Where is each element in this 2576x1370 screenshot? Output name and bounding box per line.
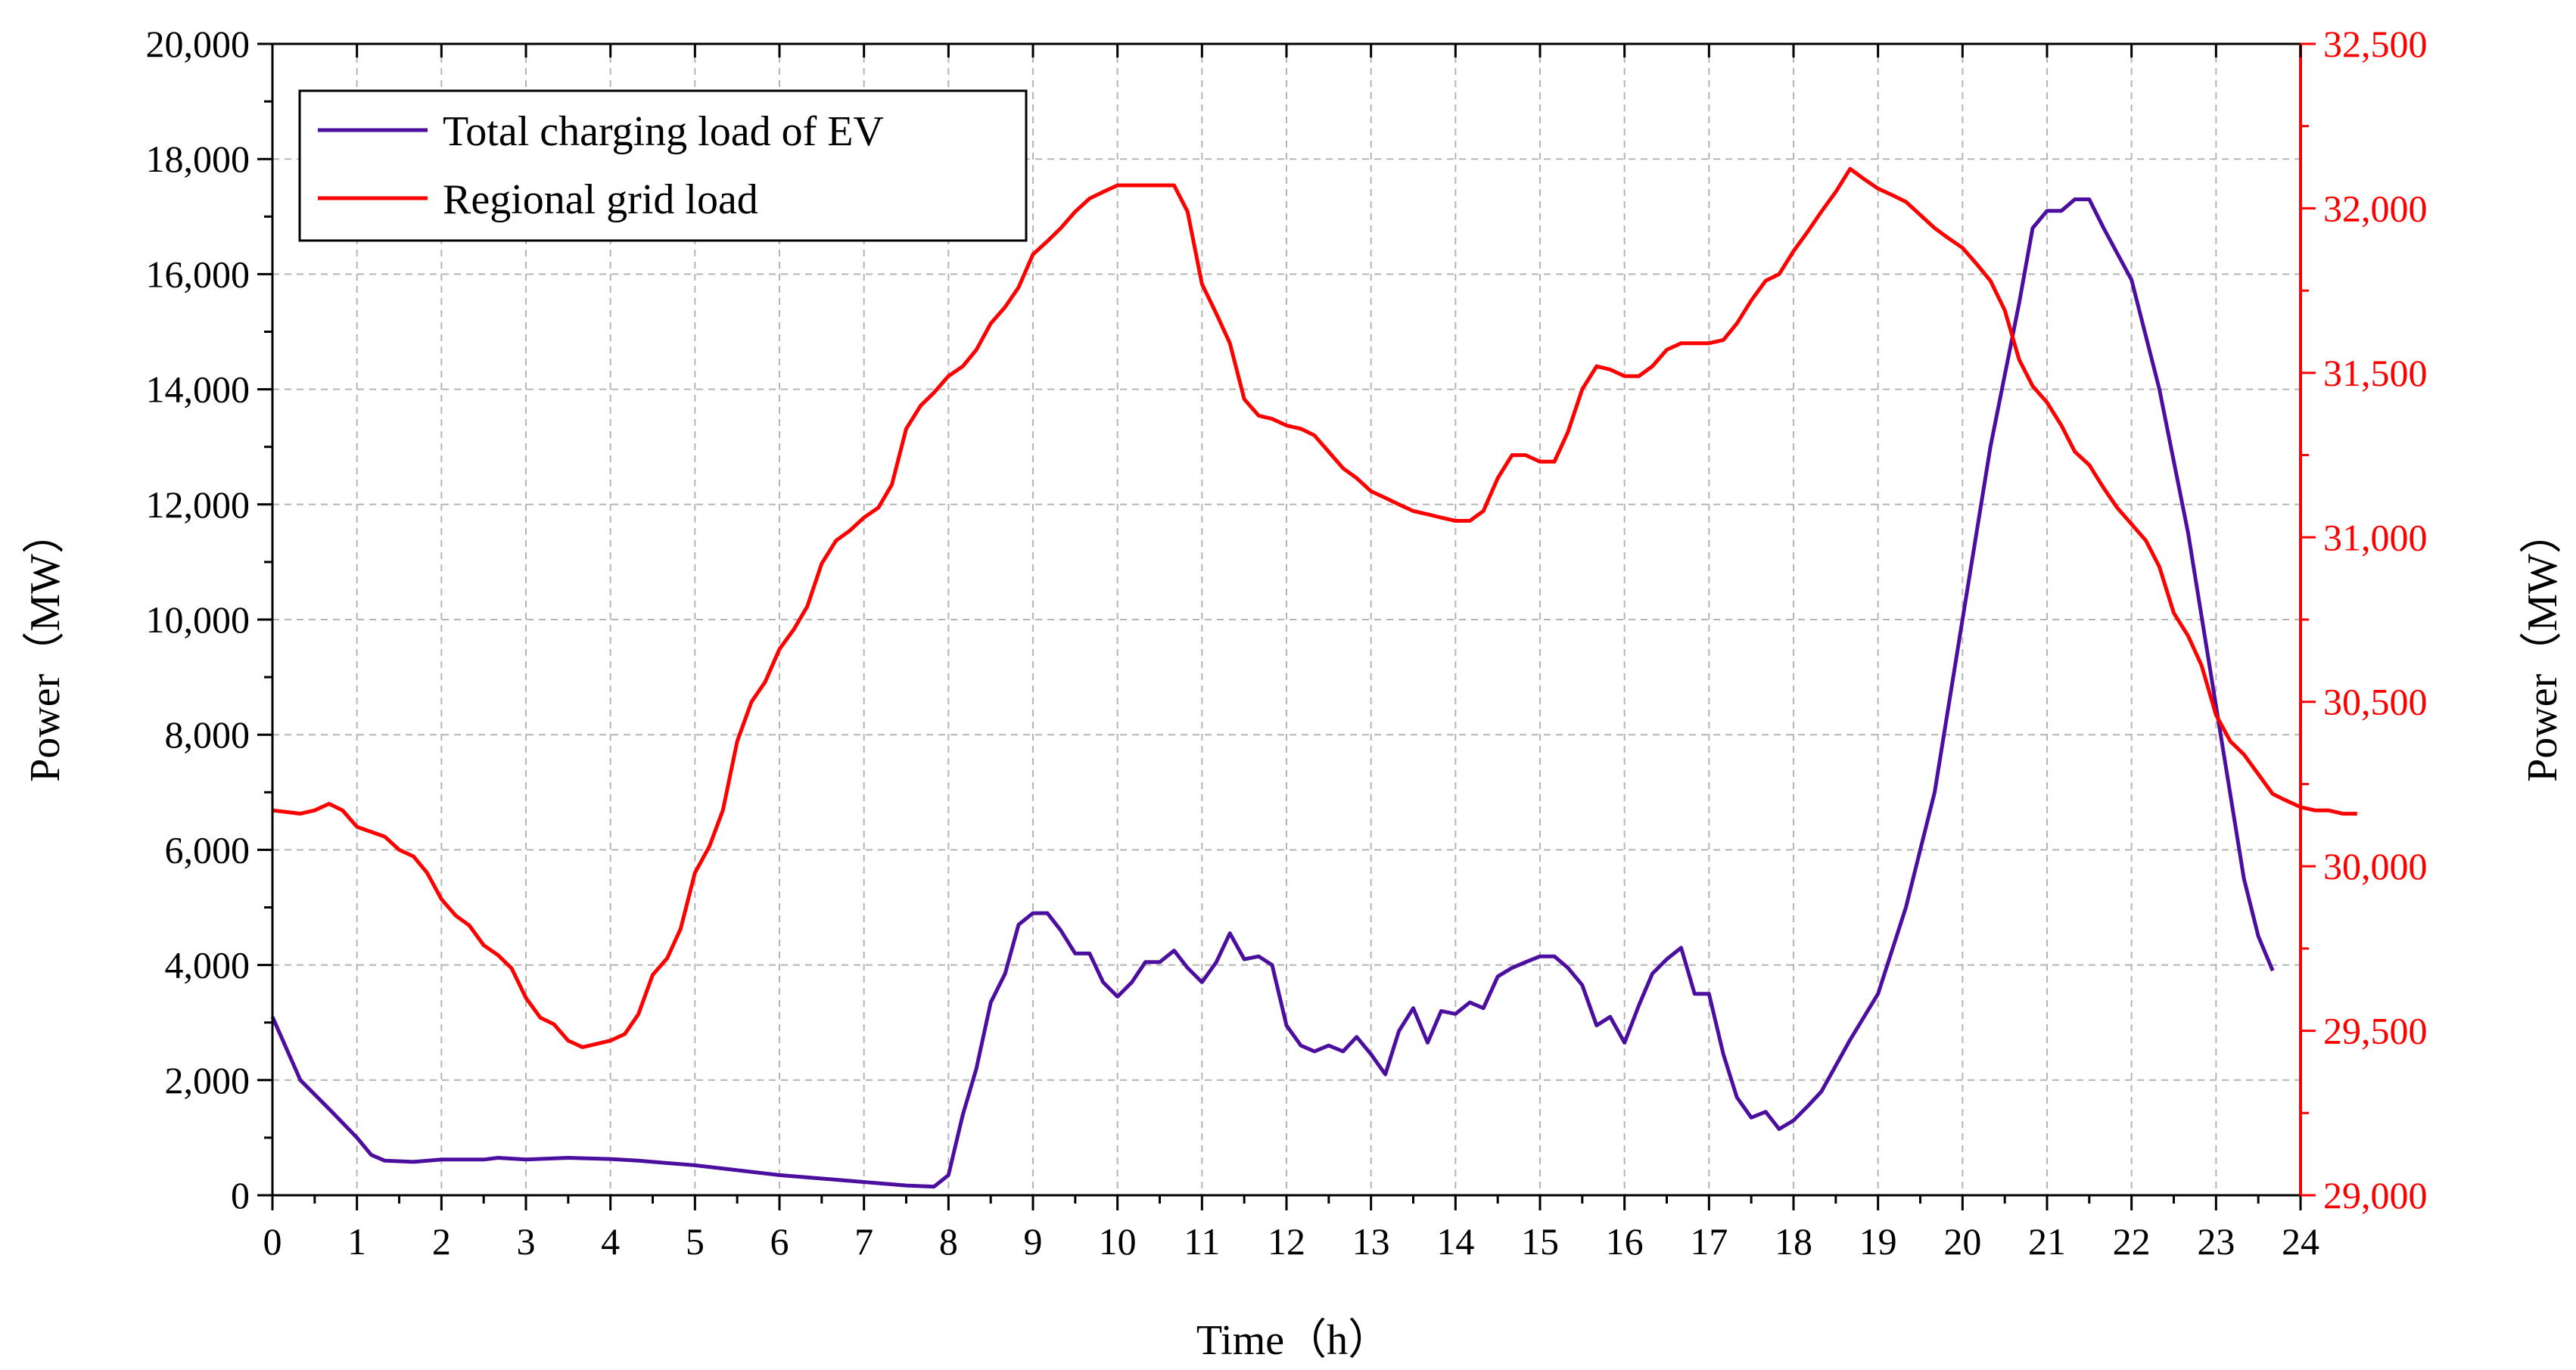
x-tick-label: 4 [601, 1220, 620, 1263]
y-tick-label-left: 10,000 [146, 598, 250, 641]
legend-box [298, 89, 1028, 242]
y-tick-label-right: 29,500 [2323, 1010, 2428, 1052]
x-tick-label: 12 [1268, 1220, 1305, 1263]
legend-label-grid: Regional grid load [443, 176, 758, 223]
x-tick-label: 24 [2282, 1220, 2319, 1263]
x-tick-label: 6 [770, 1220, 789, 1263]
x-tick-label: 3 [517, 1220, 536, 1263]
y-tick-label-right: 30,500 [2323, 681, 2428, 723]
y-tick-label-right: 29,000 [2323, 1174, 2428, 1216]
x-tick-label: 18 [1775, 1220, 1812, 1263]
x-tick-label: 0 [263, 1220, 282, 1263]
y-tick-label-left: 16,000 [146, 253, 250, 295]
series-layer [270, 166, 2357, 1189]
x-tick-label: 23 [2197, 1220, 2235, 1263]
x-tick-label: 20 [1943, 1220, 1981, 1263]
x-tick-label: 21 [2028, 1220, 2066, 1263]
y-axis-title-right: Power（MW） [2519, 511, 2566, 782]
x-tick-label: 9 [1024, 1220, 1043, 1263]
series-line-0 [270, 197, 2275, 1189]
x-tick-label: 14 [1436, 1220, 1474, 1263]
x-tick-label: 5 [686, 1220, 705, 1263]
legend: Total charging load of EV Regional grid … [298, 89, 1028, 242]
y-tick-label-right: 32,500 [2323, 23, 2428, 65]
y-tick-label-right: 30,000 [2323, 845, 2428, 887]
series-line-1 [272, 166, 2357, 1049]
y-tick-label-left: 18,000 [146, 138, 250, 180]
x-axis-title: Time（h） [1196, 1317, 1390, 1364]
y-tick-label-left: 8,000 [165, 713, 250, 756]
x-tick-label: 13 [1352, 1220, 1390, 1263]
y-tick-label-left: 14,000 [146, 368, 250, 411]
y-axis-title-left: Power（MW） [22, 511, 69, 782]
y-tick-label-left: 6,000 [165, 828, 250, 871]
x-tick-label: 22 [2113, 1220, 2151, 1263]
x-tick-label: 7 [854, 1220, 873, 1263]
y-tick-label-right: 32,000 [2323, 187, 2428, 229]
y-tick-label-left: 20,000 [146, 23, 250, 65]
ticks: 0 1 2 3 4 5 6 7 8 9 10 11 12 13 14 15 16 17 18 19 20 21 22 23 24… [146, 23, 2428, 1263]
y-tick-label-right: 31,500 [2323, 352, 2428, 394]
x-tick-label: 10 [1099, 1220, 1137, 1263]
y-tick-label-left: 0 [231, 1174, 250, 1216]
x-tick-label: 11 [1184, 1220, 1220, 1263]
y-tick-label-left: 4,000 [165, 944, 250, 986]
x-tick-label: 17 [1690, 1220, 1728, 1263]
x-tick-label: 15 [1521, 1220, 1559, 1263]
y-tick-label-right: 31,000 [2323, 516, 2428, 558]
x-tick-label: 19 [1859, 1220, 1897, 1263]
x-tick-label: 2 [432, 1220, 451, 1263]
y-tick-label-left: 12,000 [146, 483, 250, 526]
legend-label-ev: Total charging load of EV [443, 108, 884, 155]
x-tick-label: 16 [1606, 1220, 1644, 1263]
x-tick-label: 1 [347, 1220, 366, 1263]
y-tick-label-left: 2,000 [165, 1059, 250, 1101]
x-tick-label: 8 [939, 1220, 958, 1263]
